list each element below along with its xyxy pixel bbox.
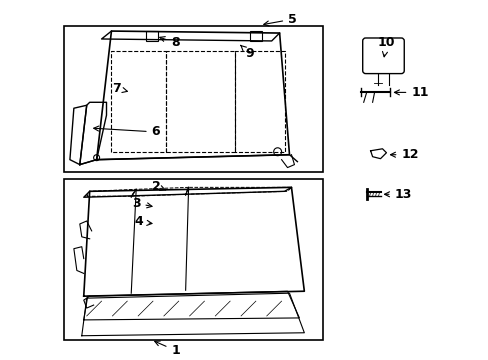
Text: 13: 13 (384, 188, 411, 201)
Text: 3: 3 (132, 197, 152, 210)
Bar (64, 179, 323, 340)
Text: 4: 4 (135, 216, 152, 229)
Bar (146, 31, 158, 41)
Text: 1: 1 (154, 341, 180, 357)
Text: 7: 7 (112, 82, 127, 95)
Bar (249, 31, 261, 41)
Text: 2: 2 (151, 180, 165, 193)
FancyBboxPatch shape (362, 38, 404, 73)
Text: 8: 8 (160, 36, 180, 49)
Text: 6: 6 (94, 126, 160, 139)
Bar (64, 26, 323, 171)
Text: 5: 5 (263, 13, 296, 26)
Text: 9: 9 (240, 45, 254, 60)
Text: 12: 12 (390, 148, 418, 161)
Text: 11: 11 (394, 86, 428, 99)
Text: 10: 10 (377, 36, 394, 57)
